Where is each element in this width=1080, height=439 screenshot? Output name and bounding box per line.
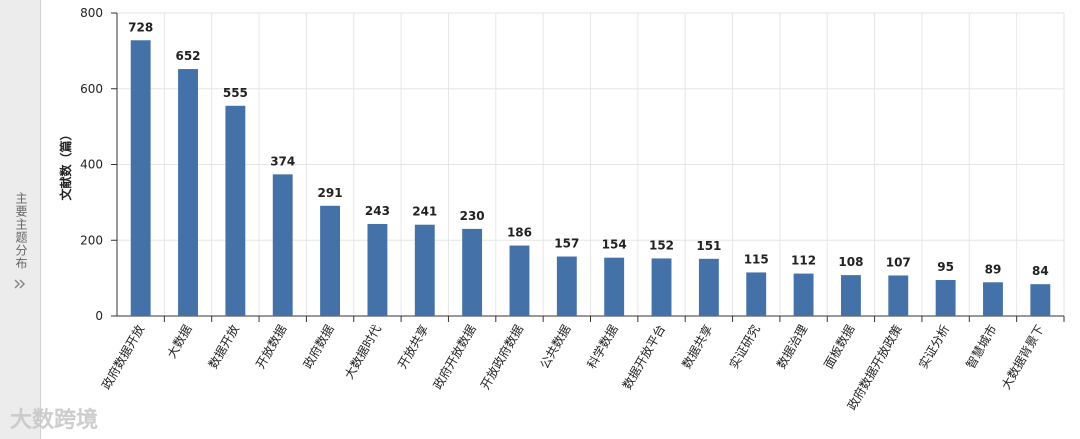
bar xyxy=(888,275,909,316)
bar xyxy=(414,224,435,316)
bar xyxy=(225,105,246,316)
value-label: 89 xyxy=(985,262,1002,276)
x-tick-label: 政府数据 xyxy=(300,322,337,371)
bar xyxy=(367,223,388,316)
y-tick-label: 400 xyxy=(80,158,103,172)
value-label: 728 xyxy=(128,20,153,34)
value-label: 154 xyxy=(602,238,627,252)
x-tick-label: 智慧城市 xyxy=(963,322,1000,371)
value-label: 555 xyxy=(223,86,248,100)
watermark: 大数跨境 xyxy=(10,408,99,433)
bar xyxy=(320,205,341,316)
x-tick-label: 数据开放平台 xyxy=(619,322,668,392)
x-tick-label: 数据开放 xyxy=(205,322,242,371)
value-label: 84 xyxy=(1032,264,1049,278)
x-tick-label: 政府开放数据 xyxy=(430,322,479,392)
bar xyxy=(983,282,1003,316)
x-tick-label: 政府数据开放 xyxy=(98,322,147,392)
value-label: 107 xyxy=(886,255,911,269)
value-label: 108 xyxy=(838,255,863,269)
y-tick-label: 200 xyxy=(80,233,103,247)
x-tick-label: 面板数据 xyxy=(821,322,858,371)
y-tick-label: 600 xyxy=(80,82,103,96)
x-tick-label: 大数据时代 xyxy=(341,322,384,381)
value-label: 241 xyxy=(412,205,437,219)
bar xyxy=(840,275,861,316)
y-axis-title: 文献数（篇） xyxy=(58,128,73,200)
bar xyxy=(130,40,151,317)
bar xyxy=(651,258,672,316)
x-tick-label: 数据治理 xyxy=(773,322,810,371)
bar xyxy=(556,256,577,316)
value-label: 151 xyxy=(696,239,721,253)
x-tick-label: 公共数据 xyxy=(536,322,573,371)
value-label: 152 xyxy=(649,238,674,252)
sidebar[interactable]: 主要主题分布 xyxy=(0,0,41,439)
value-label: 291 xyxy=(318,186,343,200)
value-label: 230 xyxy=(460,209,485,223)
x-tick-label: 开放共享 xyxy=(394,322,431,371)
x-tick-label: 实证分析 xyxy=(915,322,952,371)
bar xyxy=(604,257,625,316)
x-tick-label: 实证研究 xyxy=(726,322,763,371)
value-label: 652 xyxy=(175,49,200,63)
value-label: 186 xyxy=(507,226,532,240)
x-tick-label: 数据共享 xyxy=(678,322,715,371)
bar xyxy=(698,258,719,316)
x-tick-label: 开放政府数据 xyxy=(477,322,526,392)
bar xyxy=(746,272,767,316)
bar xyxy=(1030,284,1051,316)
bar xyxy=(509,245,530,316)
value-label: 243 xyxy=(365,204,390,218)
bar xyxy=(935,280,956,316)
bar xyxy=(272,174,293,316)
bar xyxy=(178,69,198,317)
value-label: 115 xyxy=(744,252,769,266)
value-label: 374 xyxy=(270,154,295,168)
y-tick-label: 800 xyxy=(80,6,103,20)
value-label: 157 xyxy=(554,237,579,251)
sidebar-title: 主要主题分布 xyxy=(14,192,28,270)
bar xyxy=(793,273,814,316)
x-tick-label: 大数据背景下 xyxy=(998,322,1047,392)
bar xyxy=(462,228,483,316)
value-label: 95 xyxy=(937,260,954,274)
y-tick-label: 0 xyxy=(95,309,103,323)
x-tick-label: 大数据 xyxy=(164,322,195,361)
x-tick-label: 开放数据 xyxy=(252,322,289,371)
value-label: 112 xyxy=(791,254,816,268)
x-tick-label: 科学数据 xyxy=(584,322,621,371)
